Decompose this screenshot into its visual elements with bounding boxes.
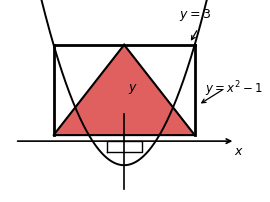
Polygon shape [54,46,195,135]
Text: $y = 3$: $y = 3$ [179,7,211,23]
Text: $x$: $x$ [234,144,244,157]
Text: $y = x^2 - 1$: $y = x^2 - 1$ [205,79,263,99]
Text: $y$: $y$ [128,82,137,96]
